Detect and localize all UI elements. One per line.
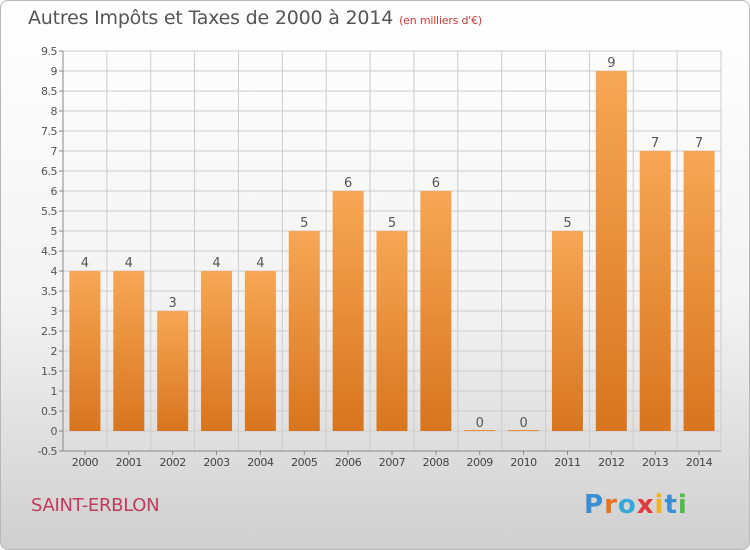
proxiti-logo: Proxiti: [584, 490, 688, 520]
bar: [595, 71, 627, 431]
bar-value-label: 4: [256, 256, 264, 271]
x-tick-label: 2011: [554, 456, 580, 469]
x-tick-label: 2014: [686, 456, 713, 469]
bar: [376, 231, 408, 431]
bar-value-label: 4: [212, 256, 220, 271]
bar: [157, 311, 189, 431]
x-tick-label: 2006: [335, 456, 362, 469]
bar: [69, 271, 101, 431]
bar-value-label: 6: [432, 176, 440, 191]
bar-value-label: 7: [651, 136, 659, 151]
y-tick-label: 5: [51, 225, 58, 238]
tick-labels: -0.5 0 0.5 1 1.5 2 2.5 3 3.5 4 4.5 5 5.5 6 6.5 7 7.5 8 8.5…: [38, 45, 714, 469]
x-tick-label: 2005: [291, 456, 318, 469]
bar-value-label: 5: [563, 216, 571, 231]
bar-value-label: 0: [519, 416, 527, 431]
x-tick-label: 2000: [72, 456, 99, 469]
bar-value-label: 0: [476, 416, 484, 431]
y-tick-label: 2: [51, 345, 58, 358]
bar: [551, 231, 583, 431]
bar: [332, 191, 364, 431]
logo-letter: P: [584, 490, 605, 520]
chart-title: Autres Impôts et Taxes de 2000 à 2014 (en…: [28, 7, 482, 29]
bar: [288, 231, 320, 431]
x-tick-label: 2004: [247, 456, 274, 469]
y-tick-label: 9: [51, 65, 58, 78]
logo-letter: t: [664, 490, 678, 520]
chart-title-unit: (en milliers d'€): [399, 14, 482, 27]
y-tick-label: 7.5: [41, 125, 57, 138]
bar: [113, 271, 145, 431]
y-tick-label: 5.5: [41, 205, 57, 218]
axes: [59, 50, 721, 455]
x-tick-label: 2013: [642, 456, 669, 469]
bar-value-label: 5: [388, 216, 396, 231]
logo-letter: i: [677, 490, 688, 520]
bar-value-label: 4: [81, 256, 89, 271]
bar: [464, 430, 496, 431]
x-tick-label: 2003: [203, 456, 230, 469]
bar-value-label: 7: [695, 136, 703, 151]
bar: [201, 271, 233, 431]
bar: [508, 430, 540, 431]
bars: [69, 71, 715, 431]
city-name: SAINT-ERBLON: [31, 495, 160, 516]
x-tick-label: 2007: [379, 456, 406, 469]
x-tick-label: 2009: [467, 456, 494, 469]
x-tick-label: 2008: [423, 456, 450, 469]
bar-value-label: 6: [344, 176, 352, 191]
x-tick-label: 2010: [510, 456, 537, 469]
bar: [420, 191, 452, 431]
y-tick-label: 3.5: [41, 285, 57, 298]
y-tick-label: 8: [51, 105, 58, 118]
y-tick-label: 0.5: [41, 405, 57, 418]
y-tick-label: 2.5: [41, 325, 57, 338]
bar-value-label: 9: [607, 56, 615, 71]
logo-letter: r: [604, 490, 618, 520]
bar-value-label: 5: [300, 216, 308, 231]
y-tick-label: 4.5: [41, 245, 57, 258]
bar-value-label: 4: [125, 256, 133, 271]
logo-letter: o: [617, 490, 637, 520]
bar-value-label: 3: [169, 296, 177, 311]
bar: [683, 151, 715, 431]
y-tick-label: 0: [51, 425, 58, 438]
x-tick-label: 2001: [116, 456, 142, 469]
x-tick-label: 2012: [598, 456, 624, 469]
bar-value-labels: 4 4 3 4 4 5 6 5 6 0 0 5 9 7 7: [81, 56, 703, 431]
y-tick-label: 3: [51, 305, 58, 318]
y-tick-label: 7: [51, 145, 58, 158]
chart-title-text: Autres Impôts et Taxes de 2000 à 2014: [28, 7, 394, 29]
y-tick-label: 8.5: [41, 85, 57, 98]
bar: [244, 271, 276, 431]
y-tick-label: 6.5: [41, 165, 57, 178]
y-tick-label: 1: [51, 385, 58, 398]
y-tick-label: 1.5: [41, 365, 57, 378]
bar: [639, 151, 671, 431]
logo-letter: i: [654, 490, 665, 520]
y-tick-label: -0.5: [38, 445, 58, 458]
y-tick-label: 9.5: [41, 45, 57, 58]
y-tick-label: 6: [51, 185, 58, 198]
y-tick-label: 4: [51, 265, 58, 278]
logo-letter: x: [636, 490, 655, 520]
x-tick-label: 2002: [159, 456, 185, 469]
